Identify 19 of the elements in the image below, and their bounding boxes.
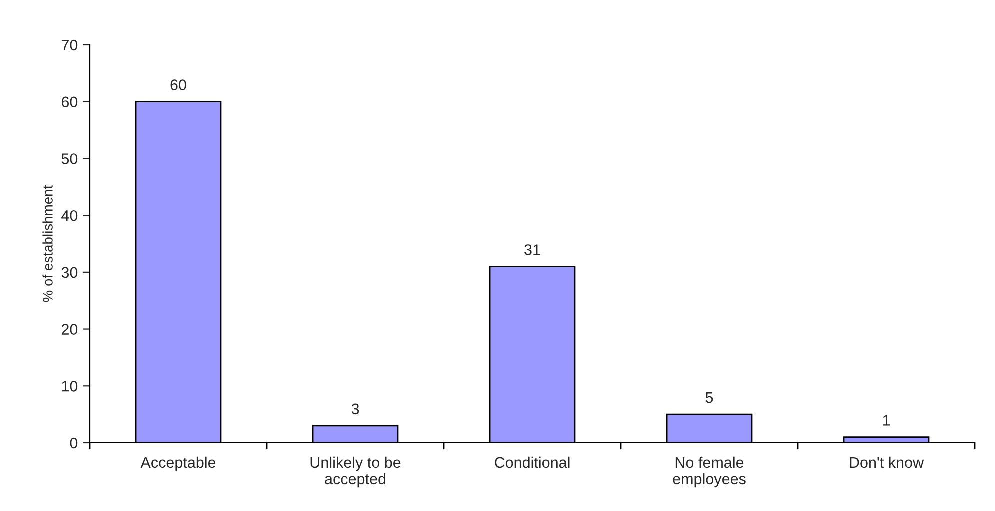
- x-tick-label: No female employees: [673, 456, 746, 488]
- y-tick-label: 50: [62, 154, 78, 164]
- y-axis-title: % of establishment: [42, 185, 53, 302]
- data-label: 60: [170, 80, 186, 91]
- data-label: 5: [706, 392, 714, 404]
- y-tick-label: 60: [62, 96, 78, 108]
- x-tick-label: Acceptable: [140, 456, 216, 472]
- y-tick-label: 10: [62, 381, 78, 392]
- y-tick-label: 0: [70, 438, 78, 449]
- y-tick-label: 40: [62, 210, 78, 222]
- x-tick-label: Unlikely to be accepted: [310, 456, 401, 488]
- data-label: 31: [524, 244, 540, 256]
- data-label: 1: [883, 415, 890, 426]
- data-label: 3: [352, 404, 360, 415]
- x-tick-label: Conditional: [495, 456, 570, 468]
- x-tick-label: Don't know: [850, 456, 924, 468]
- y-tick-label: 70: [62, 40, 78, 51]
- y-tick-label: 20: [62, 324, 78, 335]
- y-tick-label: 30: [62, 267, 78, 278]
